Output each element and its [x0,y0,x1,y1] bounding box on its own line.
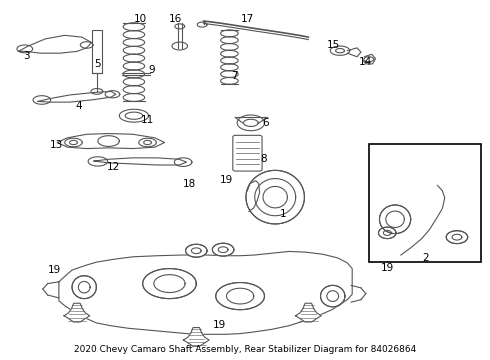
Polygon shape [186,244,207,257]
Polygon shape [295,303,321,322]
Polygon shape [363,54,375,64]
Polygon shape [237,115,265,131]
Text: 9: 9 [148,65,155,75]
Text: 10: 10 [134,14,147,23]
Text: 11: 11 [141,115,154,125]
Polygon shape [59,251,352,334]
Text: 12: 12 [107,162,120,172]
Text: 14: 14 [359,57,372,67]
Polygon shape [379,205,411,234]
Bar [369,144,481,262]
Text: 2: 2 [422,253,429,263]
Polygon shape [183,328,209,346]
Polygon shape [57,134,165,149]
Text: 19: 19 [213,320,226,330]
Text: 7: 7 [231,71,238,81]
Text: 1: 1 [280,209,286,219]
Text: 2020 Chevy Camaro Shaft Assembly, Rear Stabilizer Diagram for 84026864: 2020 Chevy Camaro Shaft Assembly, Rear S… [74,345,416,354]
Text: 3: 3 [24,51,30,61]
Polygon shape [119,109,148,122]
Polygon shape [378,227,396,239]
Polygon shape [216,283,265,310]
Polygon shape [143,269,196,298]
Polygon shape [212,243,234,256]
Polygon shape [246,170,304,224]
Text: 6: 6 [262,118,269,128]
Polygon shape [38,91,116,102]
Polygon shape [446,231,467,244]
Text: 4: 4 [75,101,82,111]
Text: 16: 16 [169,14,182,23]
Text: 19: 19 [220,175,233,185]
Text: 19: 19 [48,265,61,275]
Polygon shape [347,48,361,57]
Text: 17: 17 [241,14,254,23]
Polygon shape [72,276,97,298]
Polygon shape [94,158,187,165]
FancyBboxPatch shape [233,135,262,171]
Polygon shape [320,285,345,307]
Polygon shape [64,303,90,322]
Text: 5: 5 [94,59,100,69]
Polygon shape [330,46,350,55]
Text: 8: 8 [260,154,267,163]
Text: 19: 19 [381,262,394,273]
Text: 18: 18 [182,179,196,189]
Text: 15: 15 [327,40,340,50]
Polygon shape [19,35,92,53]
Bar [92,30,102,73]
Text: 13: 13 [49,140,63,150]
